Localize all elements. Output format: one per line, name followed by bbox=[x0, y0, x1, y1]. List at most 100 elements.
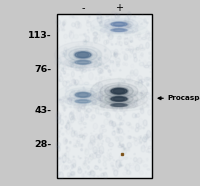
Ellipse shape bbox=[74, 99, 92, 104]
Ellipse shape bbox=[82, 135, 85, 140]
Ellipse shape bbox=[127, 23, 131, 28]
Ellipse shape bbox=[72, 62, 74, 64]
Ellipse shape bbox=[120, 107, 123, 111]
Ellipse shape bbox=[65, 139, 68, 142]
Ellipse shape bbox=[110, 96, 128, 102]
Ellipse shape bbox=[56, 146, 60, 148]
Ellipse shape bbox=[75, 60, 91, 64]
Ellipse shape bbox=[78, 90, 80, 94]
Ellipse shape bbox=[121, 165, 123, 166]
Ellipse shape bbox=[60, 73, 62, 76]
Ellipse shape bbox=[135, 114, 137, 118]
Ellipse shape bbox=[71, 165, 74, 168]
Ellipse shape bbox=[110, 87, 128, 95]
Ellipse shape bbox=[126, 104, 130, 107]
Ellipse shape bbox=[60, 120, 64, 125]
Ellipse shape bbox=[71, 71, 74, 77]
Ellipse shape bbox=[111, 104, 127, 107]
Ellipse shape bbox=[56, 142, 61, 147]
Ellipse shape bbox=[118, 27, 119, 28]
Ellipse shape bbox=[139, 79, 142, 83]
Ellipse shape bbox=[75, 52, 91, 58]
Ellipse shape bbox=[75, 100, 91, 103]
Ellipse shape bbox=[135, 128, 139, 132]
Ellipse shape bbox=[113, 104, 125, 106]
Ellipse shape bbox=[75, 100, 78, 103]
Ellipse shape bbox=[74, 91, 92, 98]
Ellipse shape bbox=[119, 116, 122, 120]
Ellipse shape bbox=[94, 62, 98, 68]
Ellipse shape bbox=[120, 144, 124, 146]
Ellipse shape bbox=[83, 87, 84, 89]
Ellipse shape bbox=[113, 61, 114, 62]
Ellipse shape bbox=[111, 103, 115, 106]
Ellipse shape bbox=[73, 156, 74, 158]
Ellipse shape bbox=[120, 70, 121, 71]
Ellipse shape bbox=[124, 20, 126, 22]
Ellipse shape bbox=[142, 14, 143, 15]
Ellipse shape bbox=[135, 165, 140, 171]
Ellipse shape bbox=[99, 63, 101, 65]
Ellipse shape bbox=[120, 122, 121, 125]
Ellipse shape bbox=[104, 173, 107, 179]
Ellipse shape bbox=[123, 120, 124, 121]
Ellipse shape bbox=[115, 13, 118, 18]
Ellipse shape bbox=[142, 37, 146, 40]
Ellipse shape bbox=[73, 79, 75, 84]
Ellipse shape bbox=[92, 99, 96, 105]
Ellipse shape bbox=[138, 113, 139, 114]
Ellipse shape bbox=[99, 134, 102, 140]
Ellipse shape bbox=[118, 85, 119, 86]
Ellipse shape bbox=[106, 15, 109, 17]
Ellipse shape bbox=[136, 47, 139, 50]
Ellipse shape bbox=[100, 92, 138, 105]
Ellipse shape bbox=[134, 100, 137, 106]
Text: Procaspase-6: Procaspase-6 bbox=[167, 95, 200, 101]
Ellipse shape bbox=[71, 130, 75, 137]
Ellipse shape bbox=[72, 23, 75, 27]
Ellipse shape bbox=[113, 29, 125, 31]
Ellipse shape bbox=[81, 144, 83, 147]
Ellipse shape bbox=[104, 66, 107, 69]
Ellipse shape bbox=[114, 53, 116, 56]
Ellipse shape bbox=[142, 81, 143, 84]
Ellipse shape bbox=[63, 81, 67, 86]
Ellipse shape bbox=[118, 14, 120, 17]
Ellipse shape bbox=[75, 67, 80, 71]
Ellipse shape bbox=[75, 92, 91, 97]
Ellipse shape bbox=[88, 16, 90, 17]
Ellipse shape bbox=[80, 64, 85, 68]
Ellipse shape bbox=[141, 96, 144, 100]
Ellipse shape bbox=[80, 78, 81, 79]
Ellipse shape bbox=[102, 143, 103, 145]
Ellipse shape bbox=[144, 65, 149, 68]
Ellipse shape bbox=[57, 28, 60, 32]
Ellipse shape bbox=[116, 161, 117, 162]
Ellipse shape bbox=[118, 145, 122, 148]
Ellipse shape bbox=[114, 52, 117, 58]
Ellipse shape bbox=[71, 128, 73, 130]
Ellipse shape bbox=[109, 121, 113, 126]
Ellipse shape bbox=[70, 113, 72, 115]
Ellipse shape bbox=[126, 22, 130, 28]
Ellipse shape bbox=[69, 98, 72, 102]
Ellipse shape bbox=[70, 89, 96, 100]
Ellipse shape bbox=[107, 66, 108, 67]
Ellipse shape bbox=[90, 91, 94, 97]
Ellipse shape bbox=[125, 147, 126, 148]
Ellipse shape bbox=[113, 22, 125, 26]
Ellipse shape bbox=[63, 161, 64, 163]
Ellipse shape bbox=[84, 127, 86, 128]
Ellipse shape bbox=[128, 85, 129, 87]
Ellipse shape bbox=[66, 123, 70, 130]
Ellipse shape bbox=[63, 21, 65, 25]
Ellipse shape bbox=[73, 163, 76, 168]
Ellipse shape bbox=[61, 128, 62, 129]
Text: 28-: 28- bbox=[35, 140, 52, 149]
Ellipse shape bbox=[81, 117, 84, 122]
Ellipse shape bbox=[109, 19, 110, 20]
Ellipse shape bbox=[139, 93, 143, 96]
Ellipse shape bbox=[111, 165, 113, 167]
Ellipse shape bbox=[106, 138, 110, 142]
Ellipse shape bbox=[112, 122, 116, 126]
